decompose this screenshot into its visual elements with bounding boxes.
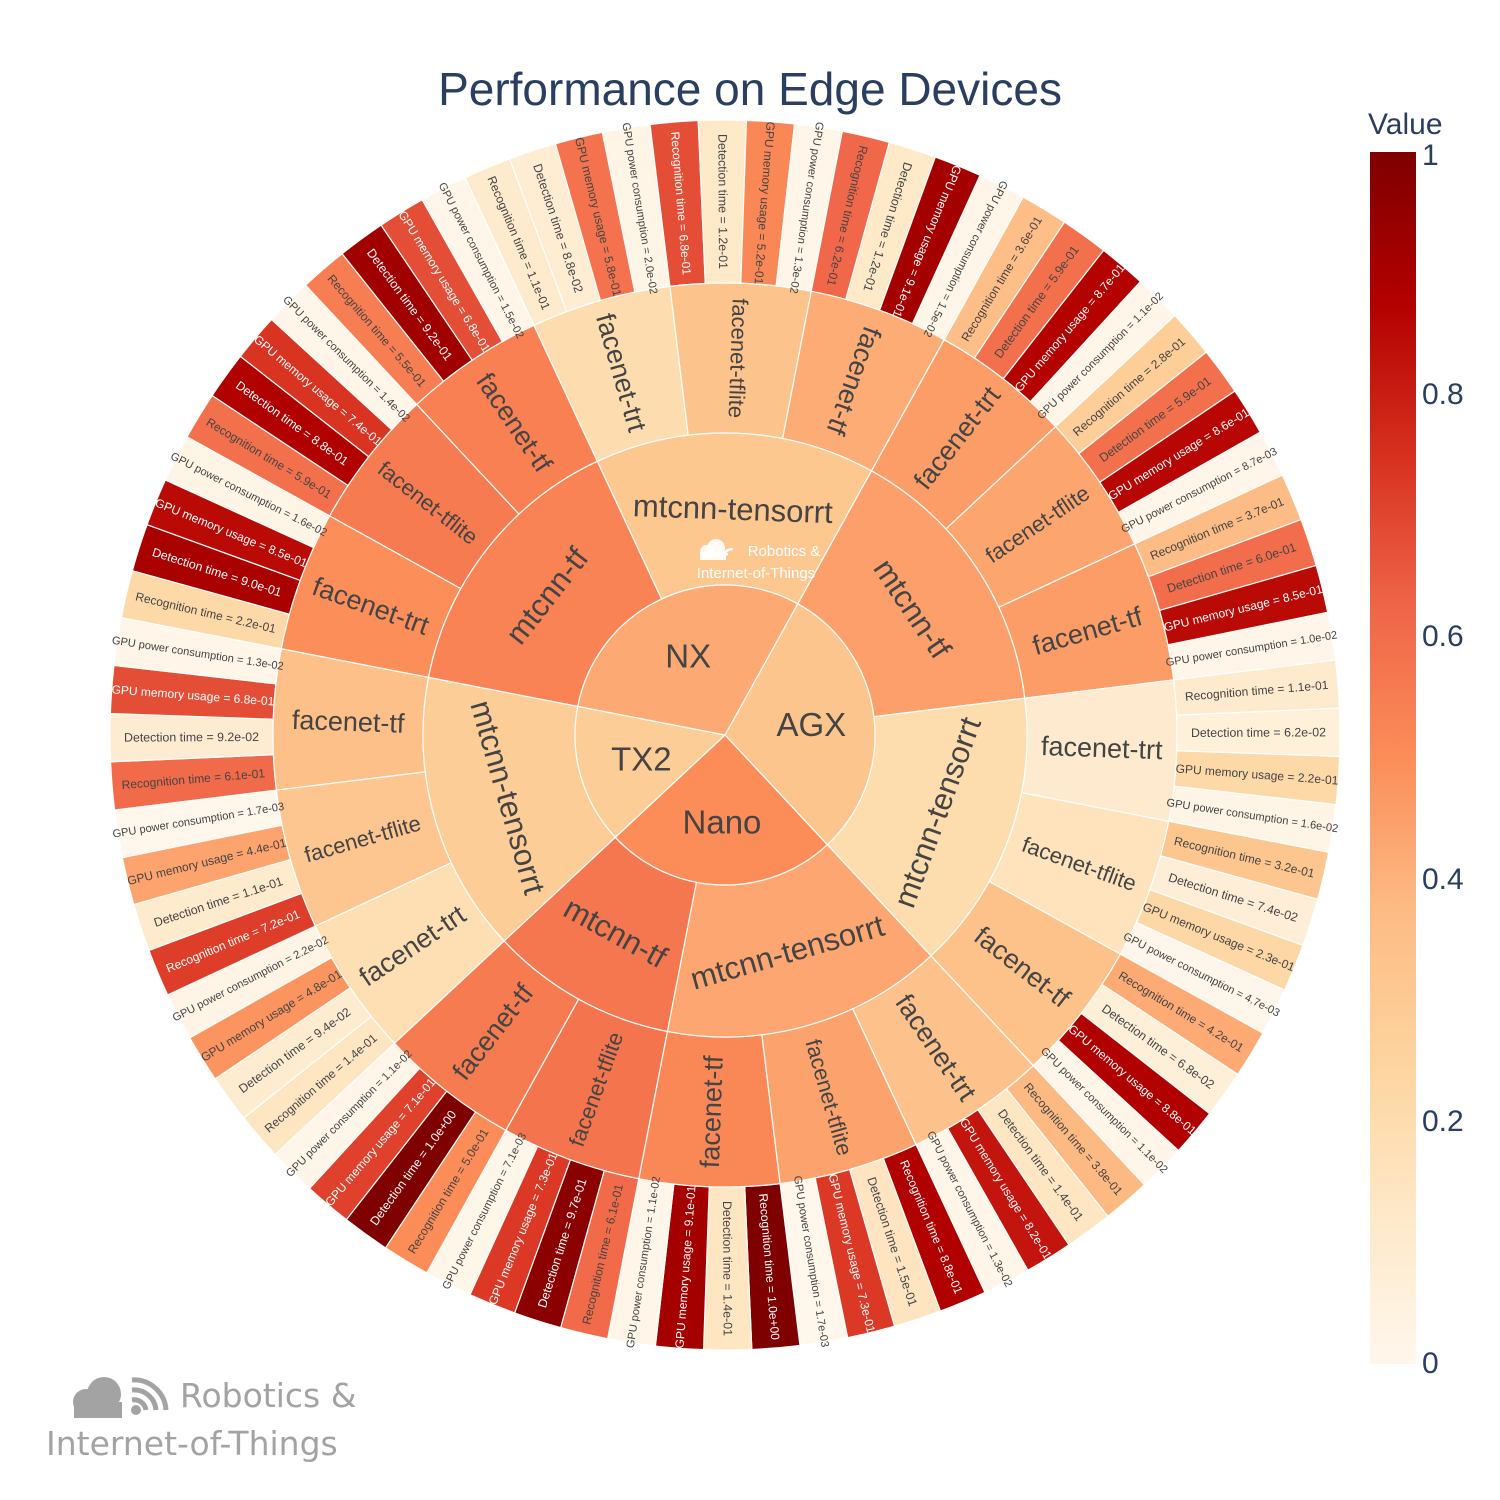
device-label: TX2: [611, 740, 672, 777]
colorbar-tick: 0.2: [1422, 1105, 1464, 1138]
center-watermark-line1: Robotics &: [748, 543, 821, 560]
chart-title: Performance on Edge Devices: [438, 63, 1062, 115]
colorbar-title: Value: [1368, 108, 1443, 141]
watermark-line1: Robotics &: [180, 1376, 357, 1415]
watermark-line2: Internet-of-Things: [46, 1424, 338, 1463]
colorbar-tick: 0.4: [1422, 863, 1464, 896]
colorbar-tick: 0.8: [1422, 378, 1464, 411]
recognizer-label: facenet-tf: [695, 1055, 729, 1169]
colorbar-tick: 1: [1422, 139, 1439, 172]
leaf-label: Detection time = 6.2e-02: [1191, 725, 1326, 740]
detector-label: mtcnn-tensorrt: [632, 488, 833, 530]
center-watermark-line2: Internet-of-Things: [697, 565, 815, 582]
colorbar-tick: 0: [1422, 1347, 1439, 1380]
recognizer-label: facenet-tf: [291, 705, 405, 739]
colorbar-gradient: [1370, 152, 1416, 1364]
device-sector[interactable]: [574, 705, 727, 839]
device-sector[interactable]: [724, 602, 876, 846]
leaf-label: Detection time = 1.4e-01: [720, 1201, 735, 1336]
cloud-signal-icon: [700, 539, 734, 561]
center-watermark: Robotics & Internet-of-Things: [697, 539, 820, 582]
recognizer-label: facenet-trt: [1041, 731, 1164, 765]
recognizer-label: facenet-tflite: [724, 298, 753, 419]
leaf-label: Detection time = 1.2e-01: [715, 134, 730, 269]
device-sector[interactable]: [577, 584, 799, 736]
cloud-signal-icon: [73, 1377, 169, 1418]
device-label: Nano: [683, 803, 762, 840]
leaf-label: Detection time = 9.2e-02: [124, 730, 259, 745]
device-label: AGX: [776, 706, 846, 743]
device-sector[interactable]: [614, 734, 829, 886]
colorbar-tick: 0.6: [1422, 620, 1464, 653]
device-label: NX: [665, 638, 711, 675]
